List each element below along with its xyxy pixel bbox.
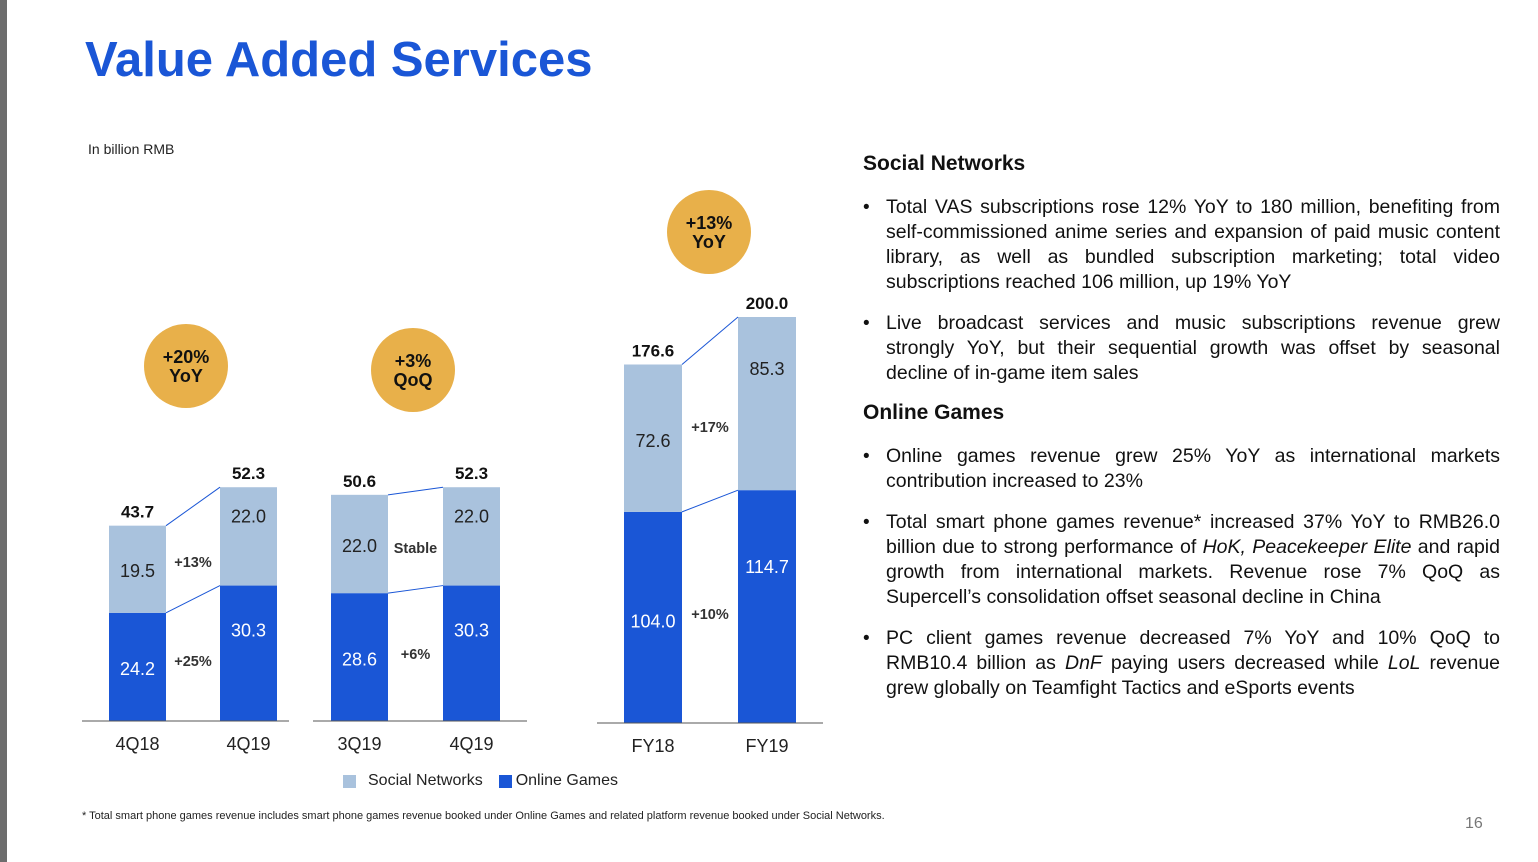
social-bullet: Live broadcast services and music subscr… xyxy=(863,311,1500,386)
legend-games-swatch xyxy=(498,774,512,788)
chart-legend: Social Networks Online Games xyxy=(343,772,634,790)
games-growth-label: +6% xyxy=(401,647,431,663)
category-label: 3Q19 xyxy=(337,734,381,754)
badge-period: YoY xyxy=(169,366,203,386)
connector-games xyxy=(681,489,739,513)
social-bullet: Total VAS subscriptions rose 12% YoY to … xyxy=(863,195,1500,295)
games-growth-label: +10% xyxy=(691,607,729,623)
online-games-heading: Online Games xyxy=(863,401,1005,424)
bar-social-networks xyxy=(738,317,796,491)
commentary-panel: Social Networks Total VAS subscriptions … xyxy=(863,152,1500,717)
connector-total xyxy=(681,316,739,365)
legend-games-label: Online Games xyxy=(515,772,618,789)
games-growth-label: +25% xyxy=(174,654,212,670)
social-value-label: 22.0 xyxy=(454,507,489,527)
bar-social-networks xyxy=(443,487,500,586)
social-growth-label: +17% xyxy=(691,420,729,436)
games-bullet: PC client games revenue decreased 7% YoY… xyxy=(863,626,1500,701)
social-growth-label: +13% xyxy=(174,555,212,571)
social-growth-label: Stable xyxy=(394,541,438,557)
category-label: 4Q19 xyxy=(226,734,270,754)
bar-online-games xyxy=(443,585,500,721)
badge-percent: +20% xyxy=(163,347,210,367)
games-value-label: 104.0 xyxy=(630,612,675,632)
bar-social-networks xyxy=(109,525,166,613)
legend-social: Social Networks xyxy=(343,772,483,790)
unit-label: In billion RMB xyxy=(88,141,175,157)
games-bullet: Total smart phone games revenue* increas… xyxy=(863,510,1500,610)
social-value-label: 19.5 xyxy=(120,561,155,581)
social-value-label: 22.0 xyxy=(231,507,266,527)
badge-percent: +13% xyxy=(686,213,733,233)
legend-social-label: Social Networks xyxy=(368,772,483,789)
badge-percent: +3% xyxy=(395,351,432,371)
page-title: Value Added Services xyxy=(85,33,593,87)
legend-social-swatch xyxy=(343,774,356,788)
category-label: 4Q18 xyxy=(115,734,159,754)
games-value-label: 114.7 xyxy=(745,557,789,577)
growth-badge xyxy=(371,328,455,412)
window-edge xyxy=(0,0,7,862)
games-value-label: 30.3 xyxy=(454,620,489,640)
bar-online-games xyxy=(331,593,388,721)
bar-online-games xyxy=(624,511,682,723)
total-label: 176.6 xyxy=(632,342,675,361)
vas-charts: 24.2 19.5 43.7 4Q18 30.3 22.0 52.3 4Q19 +13% +25%… xyxy=(82,190,823,756)
social-value-label: 22.0 xyxy=(342,536,377,556)
legend-games: Online Games xyxy=(498,772,618,790)
growth-badge xyxy=(667,190,751,274)
games-value-label: 28.6 xyxy=(342,650,377,670)
badge-period: YoY xyxy=(692,232,726,252)
total-label: 200.0 xyxy=(746,294,789,313)
footnote: * Total smart phone games revenue includ… xyxy=(82,810,885,822)
connector-games xyxy=(165,585,221,614)
category-label: 4Q19 xyxy=(449,734,493,754)
total-label: 52.3 xyxy=(232,464,265,483)
social-networks-heading: Social Networks xyxy=(863,152,1026,175)
social-value-label: 72.6 xyxy=(635,431,670,451)
bar-social-networks xyxy=(624,364,682,512)
page-number: 16 xyxy=(1465,815,1483,832)
total-label: 43.7 xyxy=(121,503,154,522)
games-value-label: 30.3 xyxy=(231,620,266,640)
category-label: FY19 xyxy=(745,736,788,756)
total-label: 52.3 xyxy=(455,464,488,483)
total-label: 50.6 xyxy=(343,472,376,491)
connector-total xyxy=(165,486,221,527)
connector-games xyxy=(387,585,444,594)
bar-social-networks xyxy=(220,487,277,586)
bar-social-networks xyxy=(331,494,388,594)
social-networks-bullets: Total VAS subscriptions rose 12% YoY to … xyxy=(863,195,1500,386)
bar-online-games xyxy=(109,612,166,721)
online-games-bullets: Online games revenue grew 25% YoY as int… xyxy=(863,444,1500,701)
bar-online-games xyxy=(220,585,277,721)
category-label: FY18 xyxy=(631,736,674,756)
bar-online-games xyxy=(738,490,796,723)
games-bullet: Online games revenue grew 25% YoY as int… xyxy=(863,444,1500,494)
badge-period: QoQ xyxy=(394,370,433,390)
social-value-label: 85.3 xyxy=(749,359,784,379)
games-value-label: 24.2 xyxy=(120,659,155,679)
growth-badge xyxy=(144,324,228,408)
connector-total xyxy=(387,486,444,496)
